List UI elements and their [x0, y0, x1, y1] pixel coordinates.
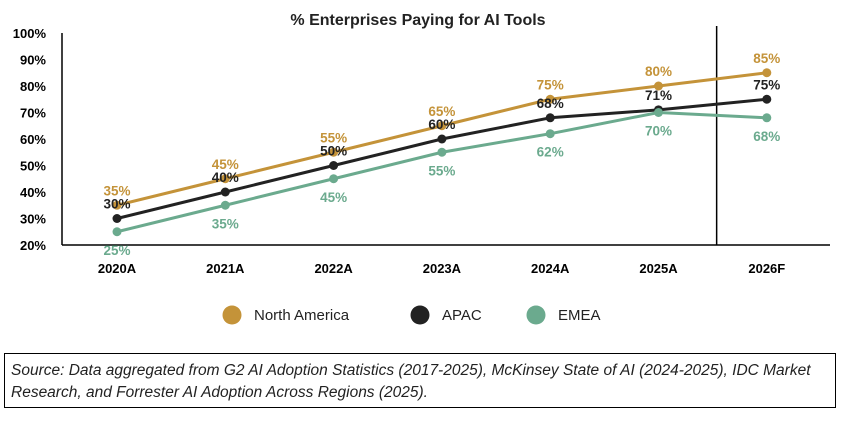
data-label: 45%	[320, 190, 347, 205]
data-point	[545, 113, 555, 123]
data-point	[329, 174, 339, 184]
chart-title: % Enterprises Paying for AI Tools	[290, 12, 545, 29]
data-point	[545, 129, 555, 139]
y-tick-label: 30%	[20, 212, 46, 227]
data-label: 30%	[103, 197, 130, 212]
data-label: 25%	[103, 243, 130, 258]
data-point	[220, 174, 230, 184]
series-north-america: 35% 45% 55% 65% 75% 80% 85%	[103, 51, 780, 210]
series-emea: 25% 35% 45% 55% 62% 70% 68%	[103, 108, 780, 258]
data-label: 40%	[212, 170, 239, 185]
y-tick-label: 90%	[20, 53, 46, 68]
data-label: 75%	[753, 77, 780, 92]
data-label: 80%	[645, 64, 672, 79]
data-point	[437, 121, 447, 131]
data-point	[112, 227, 122, 237]
data-label: 68%	[537, 96, 564, 111]
legend-item: APAC	[410, 305, 482, 325]
y-axis: 100% 90% 80% 70% 60% 50% 40% 30% 20%	[13, 26, 63, 253]
x-tick-label: 2023A	[423, 261, 462, 276]
y-tick-label: 40%	[20, 185, 46, 200]
x-tick-label: 2024A	[531, 261, 570, 276]
data-point	[220, 200, 230, 210]
data-label: 68%	[753, 129, 780, 144]
data-point	[545, 94, 555, 104]
data-label: 62%	[537, 145, 564, 160]
y-tick-label: 100%	[13, 26, 47, 41]
data-point	[762, 94, 772, 104]
legend-item: North America	[222, 305, 350, 325]
data-point	[654, 108, 663, 117]
data-label: 45%	[212, 157, 239, 172]
x-tick-label: 2021A	[206, 261, 245, 276]
data-point	[762, 68, 772, 78]
x-axis: 2020A 2021A 2022A 2023A 2024A 2025A 2026F	[62, 26, 830, 276]
data-label: 75%	[537, 77, 564, 92]
data-point	[112, 214, 122, 223]
legend-label: APAC	[442, 307, 482, 324]
x-tick-label: 2026F	[748, 261, 785, 276]
data-point	[329, 147, 339, 157]
data-label: 55%	[320, 130, 347, 145]
data-point	[762, 113, 772, 123]
y-tick-label: 80%	[20, 79, 46, 94]
x-tick-label: 2022A	[314, 261, 353, 276]
data-point	[220, 187, 230, 197]
y-tick-label: 60%	[20, 132, 46, 147]
data-point	[437, 134, 447, 144]
data-point	[329, 161, 339, 170]
legend: North America APAC EMEA	[222, 305, 601, 325]
data-label: 65%	[428, 104, 455, 119]
x-tick-label: 2025A	[639, 261, 678, 276]
y-tick-label: 20%	[20, 238, 46, 253]
y-tick-label: 50%	[20, 159, 46, 174]
series: 35% 45% 55% 65% 75% 80% 85% 30% 40% 50% 60% 68% 71% 7…	[103, 51, 780, 258]
data-point	[654, 81, 663, 91]
data-label: 55%	[428, 163, 455, 178]
data-label: 70%	[645, 124, 672, 139]
line-chart: % Enterprises Paying for AI Tools 100% 90…	[13, 12, 830, 325]
data-point	[437, 147, 447, 157]
legend-marker	[526, 305, 546, 325]
x-tick-label: 2020A	[98, 261, 137, 276]
legend-label: EMEA	[558, 307, 601, 324]
legend-marker	[410, 305, 430, 325]
legend-marker	[222, 305, 242, 325]
data-label: 85%	[753, 51, 780, 66]
y-tick-label: 70%	[20, 106, 46, 121]
data-label: 50%	[320, 144, 347, 159]
data-label: 71%	[645, 88, 672, 103]
data-label: 60%	[428, 117, 455, 132]
data-label: 35%	[103, 183, 130, 198]
legend-item: EMEA	[526, 305, 601, 325]
legend-label: North America	[254, 307, 350, 324]
data-label: 35%	[212, 216, 239, 231]
data-point	[112, 200, 122, 210]
source-note: Source: Data aggregated from G2 AI Adopt…	[4, 353, 836, 408]
